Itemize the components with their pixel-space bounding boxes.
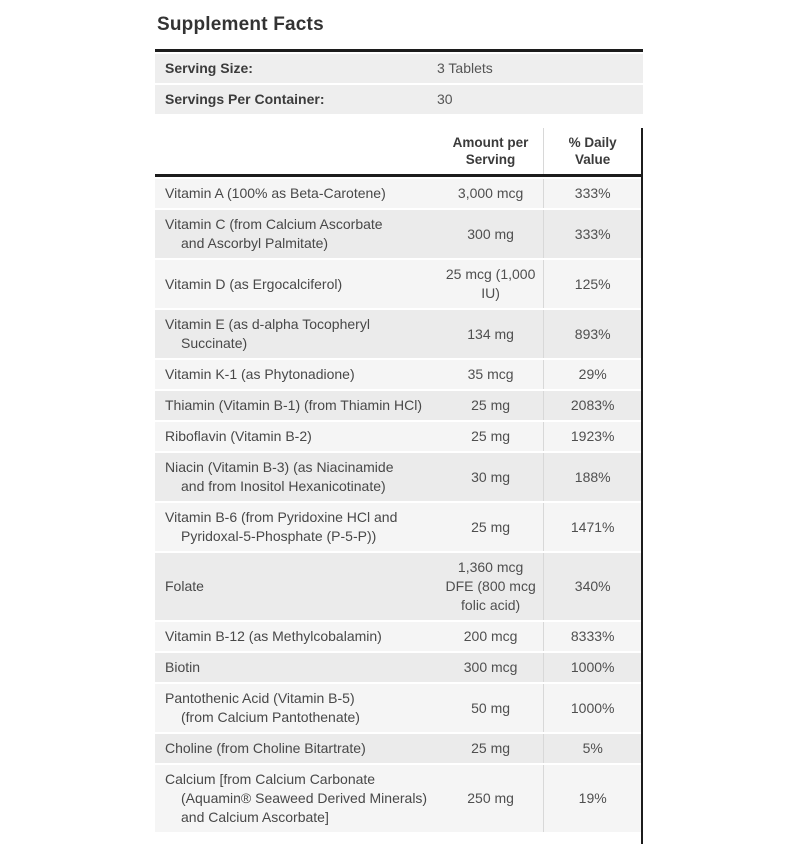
nutrient-daily-value: 893%	[543, 310, 641, 358]
header-amount-per-serving: Amount per Serving	[452, 135, 529, 167]
nutrient-name: Thiamin (Vitamin B-1) (from Thiamin HCl)	[165, 397, 422, 413]
nutrient-name: Vitamin B-6 (from Pyridoxine HCl and Pyr…	[165, 509, 398, 544]
nutrient-name: Choline (from Choline Bitartrate)	[165, 740, 366, 756]
nutrient-amount: 25 mg	[471, 397, 511, 413]
serving-info-row: Servings Per Container: 30	[155, 85, 643, 114]
nutrient-row: Niacin (Vitamin B-3) (as Niacinamide and…	[155, 453, 641, 501]
nutrient-amount: 3,000 mcg	[457, 185, 524, 201]
nutrient-name: Biotin	[165, 659, 201, 675]
serving-info-value: 3 Tablets	[437, 60, 493, 76]
nutrient-name: Riboflavin (Vitamin B-2)	[165, 428, 312, 444]
serving-info-row: Serving Size: 3 Tablets	[155, 54, 643, 83]
supplement-facts-panel: Supplement Facts Serving Size: 3 Tablets…	[155, 12, 643, 844]
nutrient-daily-value: 333%	[543, 179, 641, 208]
nutrient-row: Vitamin B-12 (as Methylcobalamin) 200 mc…	[155, 622, 641, 651]
nutrient-row: Choline (from Choline Bitartrate) 25 mg …	[155, 734, 641, 763]
nutrient-name-cell: Vitamin B-6 (from Pyridoxine HCl and Pyr…	[155, 503, 438, 551]
nutrient-daily-value: 1000%	[543, 653, 641, 682]
nutrient-amount: 25 mcg (1,000 IU)	[445, 266, 536, 301]
nutrient-daily-value: 340%	[543, 553, 641, 620]
nutrient-row: Vitamin D (as Ergocalciferol) 25 mcg (1,…	[155, 260, 641, 308]
nutrient-name-cell: Calcium [from Calcium Carbonate (Aquamin…	[155, 765, 438, 832]
nutrient-daily-value: 333%	[543, 210, 641, 258]
serving-info-label: Serving Size:	[165, 60, 253, 76]
nutrient-daily-value: 1923%	[543, 422, 641, 451]
nutrient-row: Vitamin E (as d-alpha Tocopheryl Succina…	[155, 310, 641, 358]
nutrient-daily-value: 2083%	[543, 391, 641, 420]
nutrient-table: Amount per Serving % Daily Value Vitamin…	[155, 128, 643, 844]
nutrient-name-cell: Choline (from Choline Bitartrate)	[155, 734, 438, 763]
nutrient-table-header: Amount per Serving % Daily Value	[155, 128, 641, 177]
nutrient-daily-value: 125%	[543, 260, 641, 308]
nutrient-daily-value: 8333%	[543, 622, 641, 651]
nutrient-name-cell: Vitamin B-12 (as Methylcobalamin)	[155, 622, 438, 651]
nutrient-row: Riboflavin (Vitamin B-2) 25 mg 1923%	[155, 422, 641, 451]
header-name-spacer	[155, 128, 438, 174]
nutrient-daily-value: 5%	[543, 734, 641, 763]
nutrient-amount: 300 mcg	[463, 659, 518, 675]
nutrient-name-cell: Pantothenic Acid (Vitamin B-5) (from Cal…	[155, 684, 438, 732]
nutrient-name: Vitamin B-12 (as Methylcobalamin)	[165, 628, 382, 644]
nutrient-daily-value: 1471%	[543, 503, 641, 551]
nutrient-row: Vitamin C (from Calcium Ascorbate and As…	[155, 210, 641, 258]
nutrient-row: Thiamin (Vitamin B-1) (from Thiamin HCl)…	[155, 391, 641, 420]
nutrient-name: Vitamin K-1 (as Phytonadione)	[165, 366, 355, 382]
nutrient-row: Vitamin K-1 (as Phytonadione) 35 mcg 29%	[155, 360, 641, 389]
nutrient-name-cell: Vitamin C (from Calcium Ascorbate and As…	[155, 210, 438, 258]
page-title: Supplement Facts	[157, 14, 324, 35]
nutrient-name: Vitamin A (100% as Beta-Carotene)	[165, 185, 386, 201]
nutrient-name-cell: Niacin (Vitamin B-3) (as Niacinamide and…	[155, 453, 438, 501]
nutrient-name-cell: Vitamin E (as d-alpha Tocopheryl Succina…	[155, 310, 438, 358]
serving-info-table: Serving Size: 3 Tablets Servings Per Con…	[155, 49, 643, 114]
nutrient-amount: 1,360 mcg DFE (800 mcg folic acid)	[445, 559, 536, 613]
nutrient-daily-value: 1000%	[543, 684, 641, 732]
nutrient-amount: 300 mg	[467, 225, 514, 242]
nutrient-amount: 25 mg	[471, 740, 511, 756]
nutrient-name: Vitamin C (from Calcium Ascorbate and As…	[165, 216, 383, 251]
nutrient-row: Vitamin B-6 (from Pyridoxine HCl and Pyr…	[155, 503, 641, 551]
nutrient-name-cell: Thiamin (Vitamin B-1) (from Thiamin HCl)	[155, 391, 438, 420]
nutrient-name-cell: Vitamin D (as Ergocalciferol)	[155, 260, 438, 308]
nutrient-amount: 25 mg	[471, 428, 511, 444]
nutrient-amount: 30 mg	[471, 468, 511, 485]
nutrient-row: Vitamin A (100% as Beta-Carotene) 3,000 …	[155, 179, 641, 208]
nutrient-row: Pantothenic Acid (Vitamin B-5) (from Cal…	[155, 684, 641, 732]
nutrient-row: Folate 1,360 mcg DFE (800 mcg folic acid…	[155, 553, 641, 620]
nutrient-row: Biotin 300 mcg 1000%	[155, 653, 641, 682]
nutrient-name-cell: Folate	[155, 553, 438, 620]
serving-info-value: 30	[437, 91, 453, 107]
nutrient-name: Folate	[165, 578, 204, 594]
nutrient-name-cell: Biotin	[155, 653, 438, 682]
nutrient-name: Calcium [from Calcium Carbonate (Aquamin…	[165, 771, 428, 825]
nutrient-daily-value: 19%	[543, 765, 641, 832]
nutrient-amount: 134 mg	[467, 325, 514, 342]
header-percent-daily-value: % Daily Value	[543, 128, 641, 174]
nutrient-name: Vitamin D (as Ergocalciferol)	[165, 275, 343, 292]
nutrient-name: Niacin (Vitamin B-3) (as Niacinamide and…	[165, 459, 394, 494]
nutrient-daily-value: 29%	[543, 360, 641, 389]
nutrient-name: Vitamin E (as d-alpha Tocopheryl Succina…	[165, 316, 370, 351]
nutrient-amount: 25 mg	[471, 518, 511, 535]
nutrient-row: Calcium [from Calcium Carbonate (Aquamin…	[155, 765, 641, 832]
nutrient-amount: 200 mcg	[463, 628, 518, 644]
nutrient-amount: 50 mg	[471, 699, 511, 716]
nutrient-amount: 250 mg	[467, 790, 514, 806]
nutrient-daily-value: 188%	[543, 453, 641, 501]
nutrient-name: Pantothenic Acid (Vitamin B-5) (from Cal…	[165, 690, 360, 725]
nutrient-name-cell: Vitamin K-1 (as Phytonadione)	[155, 360, 438, 389]
nutrient-name-cell: Vitamin A (100% as Beta-Carotene)	[155, 179, 438, 208]
serving-info-label: Servings Per Container:	[165, 91, 325, 107]
nutrient-name-cell: Riboflavin (Vitamin B-2)	[155, 422, 438, 451]
nutrient-amount: 35 mcg	[467, 366, 514, 382]
spacer	[155, 114, 643, 128]
